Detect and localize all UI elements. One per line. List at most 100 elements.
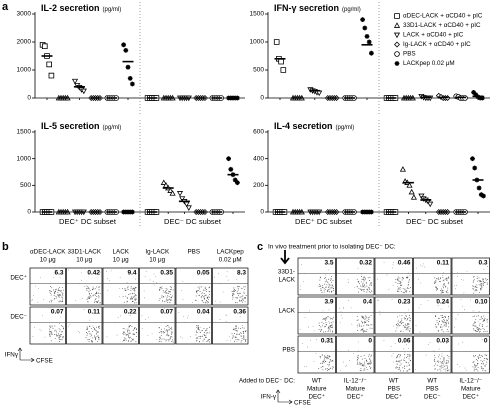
event xyxy=(329,328,331,330)
event xyxy=(369,288,371,290)
legend-label: Ig-LACK + αCD40 + pIC xyxy=(403,41,471,48)
event xyxy=(203,327,205,329)
event xyxy=(341,317,343,319)
event xyxy=(99,271,101,273)
column-header: Ig-LACK xyxy=(145,249,170,256)
event xyxy=(399,287,401,288)
percent-label: 0.32 xyxy=(359,260,372,267)
event xyxy=(145,319,146,321)
event xyxy=(406,328,408,330)
event xyxy=(86,328,88,330)
event xyxy=(171,331,173,333)
event xyxy=(135,302,137,304)
event xyxy=(214,276,215,278)
event xyxy=(475,355,476,356)
asterisk-marker xyxy=(481,193,486,199)
event xyxy=(134,295,136,297)
event xyxy=(435,323,436,325)
event xyxy=(404,318,406,320)
event xyxy=(359,364,361,366)
event xyxy=(397,369,399,370)
event xyxy=(319,283,321,285)
event xyxy=(397,320,399,322)
event xyxy=(159,288,160,290)
event xyxy=(475,359,477,360)
event xyxy=(408,323,410,325)
event xyxy=(122,339,124,341)
event xyxy=(122,341,124,342)
event xyxy=(168,328,170,330)
event xyxy=(50,309,52,311)
event xyxy=(446,370,448,371)
event xyxy=(170,333,172,335)
event xyxy=(367,363,369,364)
event xyxy=(42,315,44,317)
event xyxy=(409,330,411,332)
event xyxy=(198,329,200,331)
event xyxy=(364,330,366,332)
event xyxy=(359,325,361,327)
event xyxy=(395,281,397,283)
event xyxy=(438,317,439,319)
event xyxy=(207,302,208,304)
event xyxy=(477,280,479,282)
event xyxy=(396,325,398,327)
event xyxy=(120,315,122,317)
event xyxy=(62,327,64,329)
column-footer: DEC⁺ xyxy=(308,394,325,401)
event xyxy=(53,292,55,294)
event xyxy=(366,360,367,362)
event xyxy=(370,324,372,326)
event xyxy=(357,361,358,363)
event xyxy=(433,282,435,284)
event xyxy=(124,289,126,291)
event xyxy=(237,327,239,329)
event xyxy=(326,357,328,359)
event xyxy=(128,340,130,342)
event xyxy=(474,322,476,324)
event xyxy=(403,370,404,372)
event xyxy=(331,368,333,370)
marker xyxy=(167,187,174,193)
event xyxy=(400,323,402,325)
event xyxy=(33,327,35,329)
percent-label: 9.4 xyxy=(127,270,136,277)
event xyxy=(439,365,441,367)
event xyxy=(232,298,234,300)
event xyxy=(242,325,244,326)
event xyxy=(241,327,243,329)
event xyxy=(203,332,205,334)
event xyxy=(320,288,322,290)
event xyxy=(472,366,474,368)
event xyxy=(327,281,329,283)
event xyxy=(87,333,89,335)
event xyxy=(130,286,132,288)
event xyxy=(49,325,51,327)
event xyxy=(322,325,324,327)
event xyxy=(353,353,355,355)
event xyxy=(233,294,235,295)
event xyxy=(244,331,246,333)
event xyxy=(323,359,325,361)
event xyxy=(199,286,201,288)
event xyxy=(81,297,83,299)
event xyxy=(447,277,449,279)
event xyxy=(339,307,341,309)
event xyxy=(443,359,445,361)
event xyxy=(485,331,486,332)
event xyxy=(43,299,45,301)
event xyxy=(169,338,171,340)
event xyxy=(439,278,441,280)
event xyxy=(348,282,350,283)
event xyxy=(482,355,483,357)
event xyxy=(364,365,366,367)
event xyxy=(99,301,101,303)
event xyxy=(486,330,488,332)
event xyxy=(351,323,353,325)
event xyxy=(363,286,365,288)
event xyxy=(441,353,443,355)
event xyxy=(198,341,200,343)
event xyxy=(363,325,365,327)
event xyxy=(204,289,206,291)
event xyxy=(233,333,235,334)
